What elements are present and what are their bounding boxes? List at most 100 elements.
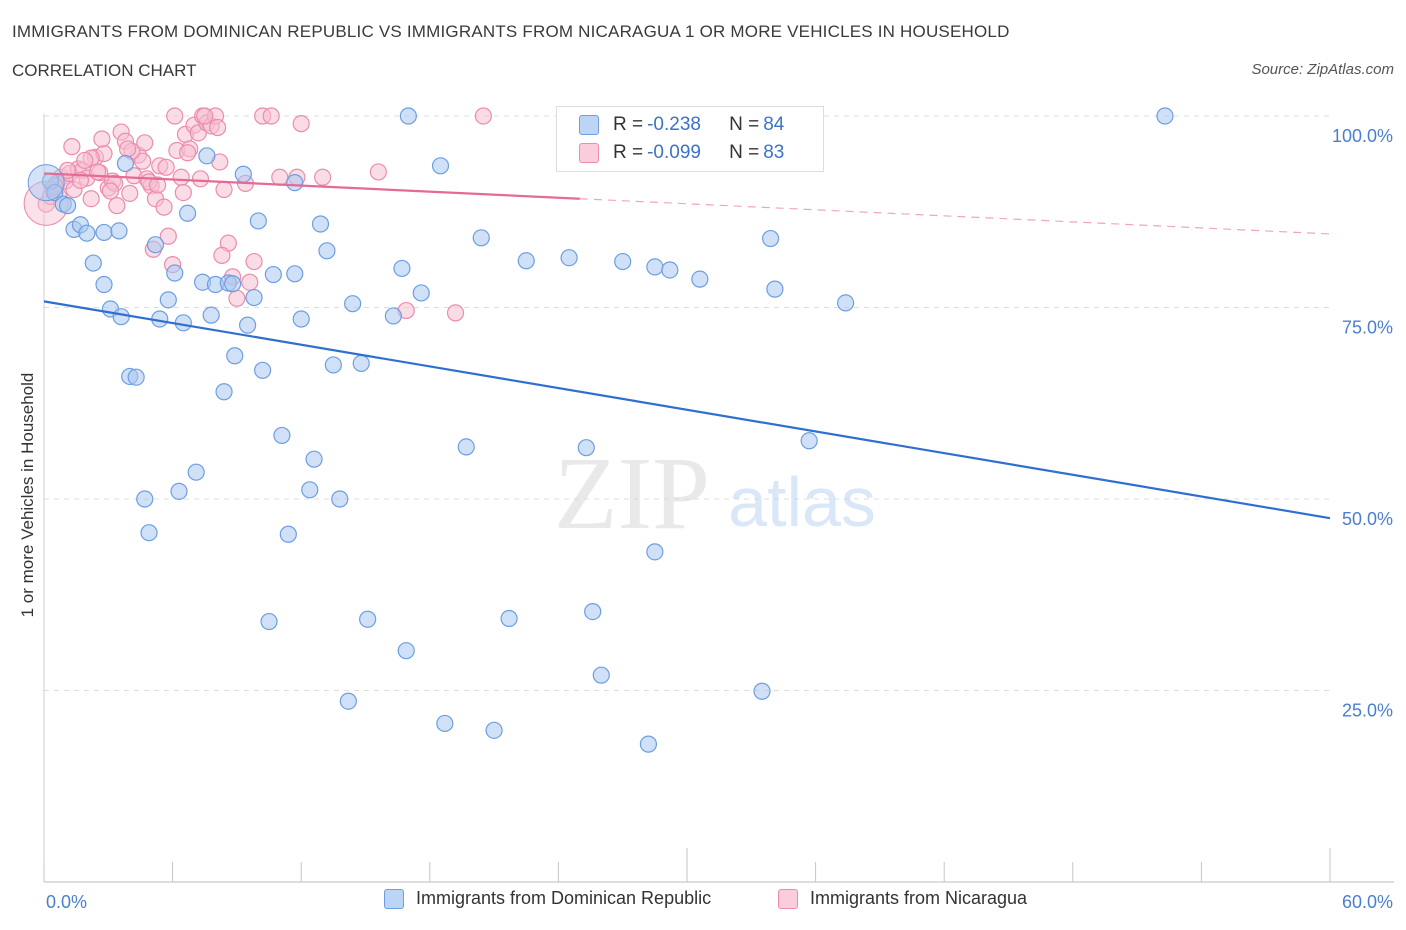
data-point-nicaragua bbox=[292, 115, 310, 133]
data-point-dominican bbox=[472, 229, 490, 247]
stats-row-dominican: R = -0.238 N = 84 bbox=[579, 112, 784, 138]
data-point-dominican bbox=[170, 482, 188, 500]
data-point-nicaragua bbox=[108, 197, 126, 215]
data-point-dominican bbox=[273, 426, 291, 445]
watermark-zip: ZIP bbox=[554, 436, 710, 551]
data-point-dominican bbox=[614, 252, 632, 271]
legend-item-nicaragua[interactable]: Immigrants from Nicaragua bbox=[778, 888, 1027, 909]
data-point-dominican bbox=[436, 714, 454, 733]
y-axis-label: 1 or more Vehicles in Household bbox=[18, 372, 37, 618]
data-point-dominican bbox=[592, 666, 610, 684]
data-point-dominican bbox=[359, 610, 377, 628]
data-point-dominican bbox=[331, 490, 349, 508]
data-point-dominican bbox=[58, 197, 77, 215]
data-point-dominican bbox=[393, 259, 411, 278]
legend-item-dominican[interactable]: Immigrants from Dominican Republic bbox=[384, 888, 711, 909]
data-point-dominican bbox=[112, 308, 130, 326]
stats-n-label: N = bbox=[729, 114, 760, 135]
trend-lines bbox=[43, 172, 1331, 520]
data-point-dominican bbox=[397, 642, 415, 660]
data-point-nicaragua bbox=[474, 107, 492, 125]
stats-swatch-blue bbox=[579, 115, 599, 135]
data-point-nicaragua bbox=[245, 252, 263, 271]
stats-n-value: 84 bbox=[763, 114, 785, 135]
data-point-dominican bbox=[279, 525, 297, 543]
source-label: Source: ZipAtlas.com bbox=[1251, 61, 1394, 78]
legend-swatch-blue bbox=[384, 888, 404, 909]
data-point-dominican bbox=[457, 438, 475, 456]
data-point-dominican bbox=[215, 383, 233, 401]
data-point-dominican bbox=[249, 212, 267, 230]
data-point-nicaragua bbox=[159, 227, 177, 245]
data-point-nicaragua bbox=[446, 304, 465, 322]
data-point-nicaragua bbox=[155, 198, 173, 216]
data-point-dominican bbox=[224, 275, 242, 293]
data-point-dominican bbox=[305, 450, 323, 468]
legend: Immigrants from Dominican Republic Immig… bbox=[0, 888, 1406, 916]
data-point-dominican bbox=[311, 215, 330, 233]
data-point-dominican bbox=[646, 258, 664, 276]
data-point-dominican bbox=[95, 275, 113, 294]
tick-labels: 100.0% 75.0% 50.0% 25.0% 0.0% 60.0% bbox=[46, 126, 1393, 912]
stats-r-value: -0.099 bbox=[647, 142, 701, 163]
y-tick-label: 100.0% bbox=[1332, 126, 1393, 146]
chart-subtitle: CORRELATION CHART bbox=[12, 61, 197, 80]
data-point-nicaragua bbox=[93, 130, 111, 148]
data-point-dominican bbox=[198, 147, 216, 165]
data-point-nicaragua bbox=[209, 118, 227, 137]
data-point-dominican bbox=[226, 347, 244, 365]
data-point-dominican bbox=[286, 265, 304, 283]
data-point-dominican bbox=[78, 224, 96, 242]
watermark-atlas: atlas bbox=[728, 463, 876, 541]
data-point-dominican bbox=[344, 295, 362, 313]
data-point-nicaragua bbox=[191, 170, 210, 188]
data-point-dominican bbox=[202, 306, 220, 324]
stats-n-value: 83 bbox=[763, 142, 785, 163]
data-point-nicaragua bbox=[157, 158, 175, 176]
data-point-dominican bbox=[245, 288, 263, 307]
chart-title: IMMIGRANTS FROM DOMINICAN REPUBLIC VS IM… bbox=[12, 22, 1010, 41]
data-point-nicaragua bbox=[314, 168, 332, 186]
legend-swatch-pink bbox=[778, 888, 798, 909]
data-point-nicaragua bbox=[88, 163, 107, 181]
data-point-dominican bbox=[646, 543, 664, 561]
data-point-nicaragua bbox=[166, 107, 184, 125]
stats-row-nicaragua: R = -0.099 N = 83 bbox=[579, 140, 784, 166]
stats-r-label: R = bbox=[613, 114, 644, 135]
legend-label-nicaragua: Immigrants from Nicaragua bbox=[810, 888, 1028, 908]
x-tick-label: 60.0% bbox=[1342, 892, 1393, 912]
data-point-dominican bbox=[318, 242, 336, 260]
data-point-nicaragua bbox=[196, 107, 214, 125]
data-point-dominican bbox=[691, 270, 709, 288]
trend-line-nicaragua-extension bbox=[579, 198, 1331, 235]
stats-r-value: -0.238 bbox=[647, 114, 701, 135]
axes bbox=[43, 114, 1394, 883]
series-dominican-points bbox=[27, 107, 1174, 753]
data-point-nicaragua bbox=[369, 163, 387, 181]
data-point-dominican bbox=[136, 490, 154, 508]
trend-line-nicaragua bbox=[43, 172, 580, 200]
data-point-nicaragua bbox=[172, 168, 190, 186]
data-point-dominican bbox=[260, 612, 278, 631]
x-tick-label: 0.0% bbox=[46, 892, 87, 912]
data-point-nicaragua bbox=[213, 246, 231, 265]
data-point-dominican bbox=[127, 368, 145, 386]
watermark: ZIP atlas bbox=[554, 436, 876, 551]
data-point-dominican bbox=[485, 721, 503, 739]
data-point-dominican bbox=[301, 481, 319, 499]
data-point-dominican bbox=[239, 316, 257, 334]
legend-label-dominican: Immigrants from Dominican Republic bbox=[416, 888, 712, 908]
data-point-dominican bbox=[639, 735, 658, 753]
data-point-dominican bbox=[431, 157, 450, 175]
data-point-nicaragua bbox=[148, 176, 167, 194]
data-point-nicaragua bbox=[179, 144, 197, 162]
data-point-nicaragua bbox=[63, 138, 81, 156]
data-point-dominican bbox=[95, 223, 113, 242]
stats-box: R = -0.238 N = 84 R = -0.099 N = 83 bbox=[556, 106, 824, 172]
data-point-dominican bbox=[339, 692, 357, 710]
data-point-dominican bbox=[324, 356, 342, 374]
data-point-dominican bbox=[27, 164, 65, 202]
data-point-dominican bbox=[84, 254, 102, 272]
data-point-dominican bbox=[140, 524, 158, 542]
data-point-dominican bbox=[179, 204, 197, 222]
